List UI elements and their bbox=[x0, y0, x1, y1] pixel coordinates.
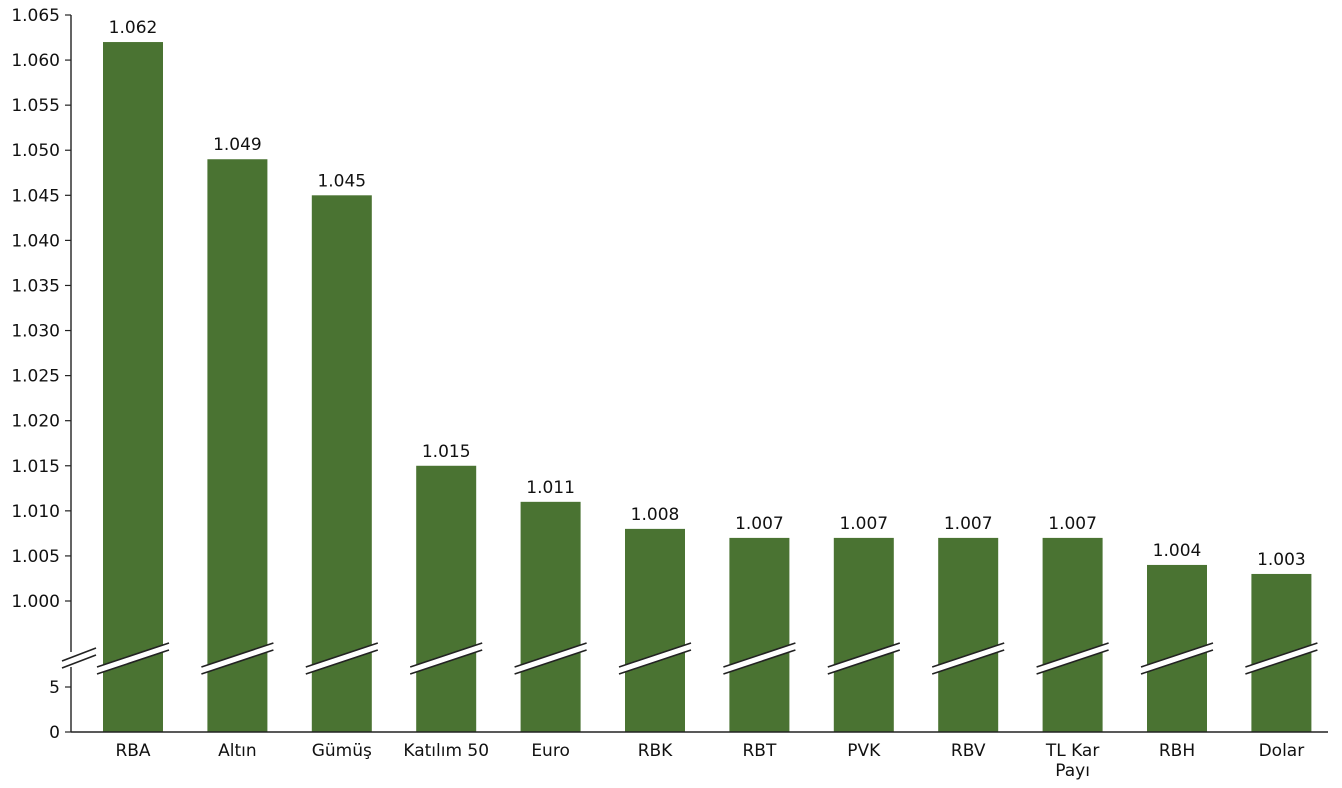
axes: RBA Altın Gümüş Katılım 50 Euro RBK RBT PVK RBV T… bbox=[11, 6, 1328, 781]
axis-break-line-bottom-5 bbox=[514, 649, 587, 675]
axis-break-line-top-12 bbox=[1245, 642, 1318, 668]
bar-9 bbox=[938, 537, 999, 732]
axis-break-gap-9 bbox=[932, 643, 1005, 674]
y-tick-label-lower-2: 5 bbox=[49, 678, 60, 698]
y-tick-label-upper-1: 1.000 bbox=[11, 592, 60, 612]
x-tick-label-6: RBK bbox=[638, 741, 673, 761]
axis-break-gap-12 bbox=[1245, 643, 1318, 674]
x-tick-label-12: Dolar bbox=[1259, 741, 1305, 761]
bar-5 bbox=[520, 501, 581, 732]
axis-break-line-bottom-8 bbox=[827, 649, 901, 675]
x-tick-label-11: RBH bbox=[1159, 741, 1195, 761]
y-tick-label-upper-8: 1.035 bbox=[11, 276, 60, 296]
axis-break-line-top-7 bbox=[723, 642, 796, 668]
axis-break-gap-2 bbox=[201, 643, 274, 674]
axis-break-line-bottom-2 bbox=[201, 649, 274, 675]
bar-8 bbox=[833, 537, 894, 732]
bars-layer bbox=[103, 42, 1312, 733]
x-tick-label-4: Katılım 50 bbox=[403, 741, 489, 761]
y-tick-label-upper-14: 1.065 bbox=[11, 6, 60, 26]
axis-break-gap-10 bbox=[1036, 643, 1109, 674]
y-tick-label-upper-6: 1.025 bbox=[11, 367, 60, 387]
data-label-5: 1.011 bbox=[526, 478, 575, 498]
y-tick-label-upper-13: 1.060 bbox=[11, 51, 60, 71]
axis-break-line-top-8 bbox=[827, 642, 901, 668]
data-label-9: 1.007 bbox=[944, 514, 993, 534]
data-label-11: 1.004 bbox=[1153, 541, 1202, 561]
axis-break-gap-11 bbox=[1141, 643, 1213, 674]
axis-break-gap-3 bbox=[305, 643, 378, 674]
y-tick-label-upper-12: 1.055 bbox=[11, 96, 60, 116]
axis-break-gap-1 bbox=[97, 643, 169, 674]
y-tick-label-upper-9: 1.040 bbox=[11, 231, 60, 251]
data-labels: 1.062 1.049 1.045 1.015 1.011 1.008 1.007 1.007… bbox=[109, 18, 1306, 570]
axis-break-line-top-10 bbox=[1036, 642, 1109, 668]
x-tick-label-10-line-1: TL Kar bbox=[1045, 741, 1100, 761]
y-axis-break-line-top bbox=[61, 647, 97, 662]
axis-break-line-top-4 bbox=[409, 642, 483, 668]
data-label-8: 1.007 bbox=[839, 514, 888, 534]
data-label-12: 1.003 bbox=[1257, 550, 1306, 570]
y-tick-label-upper-11: 1.050 bbox=[11, 141, 60, 161]
bar-7 bbox=[729, 537, 790, 732]
axis-break-gap-5 bbox=[514, 643, 587, 674]
axis-break-line-top-9 bbox=[931, 642, 1005, 668]
axis-break-line-bottom-9 bbox=[931, 649, 1005, 675]
y-tick-label-upper-7: 1.030 bbox=[11, 322, 60, 342]
axis-break-gap-6 bbox=[619, 643, 691, 674]
axis-break-line-top-2 bbox=[201, 642, 274, 668]
y-tick-label-upper-4: 1.015 bbox=[11, 457, 60, 477]
x-tick-label-8: PVK bbox=[847, 741, 881, 761]
axis-break-line-bottom-4 bbox=[409, 649, 483, 675]
x-tick-label-9: RBV bbox=[951, 741, 986, 761]
data-label-3: 1.045 bbox=[317, 171, 366, 191]
axis-break-line-bottom-12 bbox=[1245, 649, 1318, 675]
axis-break-gap-7 bbox=[723, 643, 796, 674]
axis-break-line-bottom-1 bbox=[96, 649, 170, 675]
bar-6 bbox=[625, 528, 685, 732]
bar-1 bbox=[103, 42, 163, 733]
axis-break-line-top-5 bbox=[514, 642, 587, 668]
axis-break-line-bottom-11 bbox=[1140, 649, 1214, 675]
data-label-1: 1.062 bbox=[109, 18, 158, 38]
axis-break-line-top-3 bbox=[305, 642, 379, 668]
axis-break-line-top-6 bbox=[618, 642, 692, 668]
x-tick-label-7: RBT bbox=[742, 741, 776, 761]
y-tick-label-upper-3: 1.010 bbox=[11, 502, 60, 522]
x-tick-label-1: RBA bbox=[115, 741, 150, 761]
x-tick-label-10-line-2: Payı bbox=[1055, 761, 1090, 781]
data-label-4: 1.015 bbox=[422, 442, 471, 462]
bar-3 bbox=[311, 195, 372, 733]
data-label-2: 1.049 bbox=[213, 135, 262, 155]
x-tick-label-5: Euro bbox=[531, 741, 570, 761]
x-tick-label-3: Gümüş bbox=[312, 741, 372, 761]
axis-break-marks bbox=[96, 642, 1318, 675]
x-tick-label-2: Altın bbox=[218, 741, 257, 761]
axis-break-gap-8 bbox=[827, 643, 900, 674]
bar-4 bbox=[416, 465, 477, 732]
y-tick-label-upper-10: 1.045 bbox=[11, 186, 60, 206]
axis-break-line-bottom-10 bbox=[1036, 649, 1109, 675]
data-label-10: 1.007 bbox=[1048, 514, 1097, 534]
bar-10 bbox=[1042, 537, 1103, 732]
axis-break-line-top-1 bbox=[96, 642, 170, 668]
data-label-6: 1.008 bbox=[631, 505, 680, 525]
bar-2 bbox=[207, 159, 268, 732]
y-tick-label-upper-2: 1.005 bbox=[11, 547, 60, 567]
data-label-7: 1.007 bbox=[735, 514, 784, 534]
axis-break-line-bottom-7 bbox=[723, 649, 796, 675]
axis-break-line-bottom-3 bbox=[305, 649, 379, 675]
axis-break-line-bottom-6 bbox=[618, 649, 692, 675]
axis-break-line-top-11 bbox=[1140, 642, 1214, 668]
y-tick-label-lower-1: 0 bbox=[49, 723, 60, 743]
y-tick-label-upper-5: 1.020 bbox=[11, 412, 60, 432]
y-axis-break-line-bottom bbox=[61, 654, 97, 669]
axis-break-gap-4 bbox=[410, 643, 483, 674]
